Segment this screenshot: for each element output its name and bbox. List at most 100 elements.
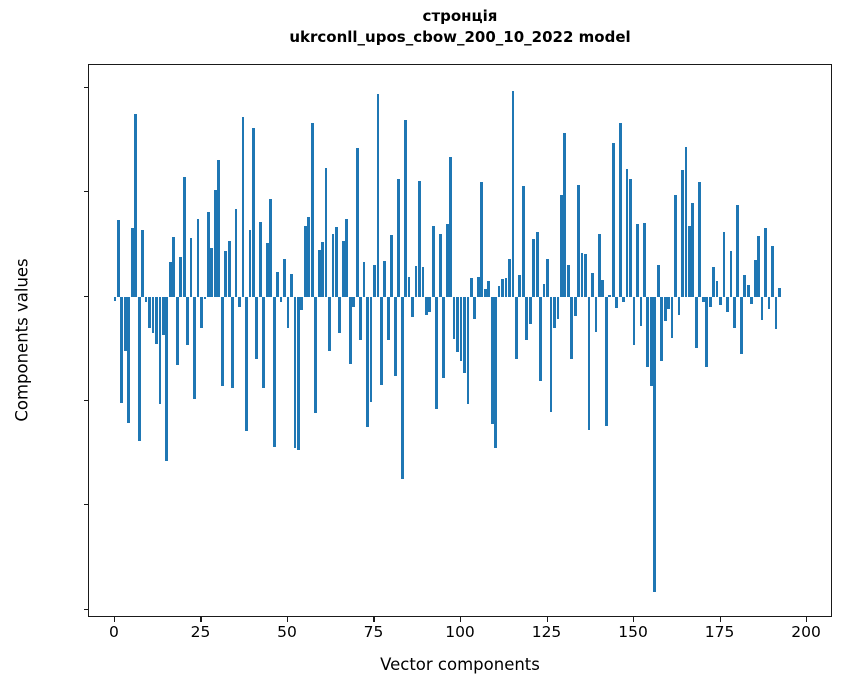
bar xyxy=(431,225,435,297)
bar xyxy=(771,245,774,297)
bar xyxy=(504,277,508,297)
x-tick-mark xyxy=(806,617,808,622)
bar xyxy=(573,296,577,317)
bar xyxy=(279,296,283,302)
bar xyxy=(300,296,304,311)
bar xyxy=(445,223,449,297)
bar xyxy=(556,296,560,319)
bar xyxy=(656,265,660,297)
bar xyxy=(117,220,120,297)
bar xyxy=(649,296,653,387)
bar xyxy=(577,184,581,297)
bar xyxy=(639,296,643,326)
x-tick-mark xyxy=(200,617,202,622)
bar xyxy=(767,296,771,310)
bar xyxy=(335,226,338,297)
bar xyxy=(729,250,733,297)
bar xyxy=(566,265,570,297)
bar xyxy=(442,296,446,378)
bar xyxy=(559,195,563,297)
bar xyxy=(653,296,657,592)
bar xyxy=(113,296,117,301)
chart-title-line1: стронція xyxy=(422,7,498,25)
bar xyxy=(210,247,214,297)
bar xyxy=(376,94,380,297)
bar xyxy=(743,274,747,297)
bar xyxy=(220,296,224,387)
bar xyxy=(739,296,743,354)
chart-title: стронція ukrconll_upos_cbow_200_10_2022 … xyxy=(88,6,832,48)
bar xyxy=(694,296,698,348)
bar xyxy=(553,296,556,328)
bar xyxy=(469,277,473,297)
bar xyxy=(528,296,532,324)
bar xyxy=(594,296,598,333)
bar xyxy=(314,296,318,414)
bar xyxy=(338,296,342,334)
bar xyxy=(127,296,131,423)
x-tick-mark xyxy=(633,617,635,622)
bar xyxy=(525,296,529,341)
bar xyxy=(698,181,702,297)
bar xyxy=(497,286,501,297)
bar xyxy=(667,296,670,310)
bar xyxy=(366,296,369,428)
bar xyxy=(373,265,376,297)
x-tick-label: 75 xyxy=(363,623,384,641)
x-tick-mark xyxy=(373,617,375,622)
bar xyxy=(732,296,736,328)
bar xyxy=(670,296,674,339)
bar xyxy=(200,296,203,328)
x-axis-ticks: 0 25 50 75 100 125 150 175 200 xyxy=(88,617,832,647)
y-tick-mark xyxy=(83,399,88,402)
bar xyxy=(321,242,324,297)
bar xyxy=(681,170,684,297)
bar xyxy=(452,296,456,340)
bar xyxy=(272,296,276,447)
bar xyxy=(663,296,667,321)
bar xyxy=(708,296,712,308)
bar xyxy=(438,234,442,297)
bar xyxy=(539,296,542,382)
y-axis-label: Components values xyxy=(12,258,32,422)
bar xyxy=(189,238,193,297)
bar xyxy=(428,296,432,313)
bar xyxy=(245,296,248,432)
bar xyxy=(269,198,273,297)
bar xyxy=(476,276,480,297)
bar xyxy=(608,294,612,297)
bar xyxy=(715,280,719,297)
bar xyxy=(362,262,366,297)
bar xyxy=(359,296,363,341)
bar xyxy=(265,243,269,297)
bar xyxy=(511,91,515,297)
bar xyxy=(601,279,605,297)
bar xyxy=(563,132,567,297)
bar xyxy=(120,296,124,404)
bar xyxy=(611,143,615,297)
bar xyxy=(753,260,757,297)
x-tick-mark xyxy=(719,617,721,622)
bar xyxy=(158,296,162,405)
y-tick-mark xyxy=(83,608,88,610)
bar xyxy=(380,296,383,386)
bar xyxy=(207,212,210,297)
bar xyxy=(618,123,622,297)
bar xyxy=(231,296,234,389)
bar xyxy=(757,236,760,297)
bar xyxy=(508,259,511,297)
bar xyxy=(182,176,186,297)
x-tick-label: 50 xyxy=(277,623,297,641)
bar xyxy=(542,284,546,297)
bar xyxy=(483,289,487,297)
bar xyxy=(352,296,356,308)
bar xyxy=(293,296,297,448)
bar xyxy=(348,296,352,365)
y-tick-mark xyxy=(83,86,88,89)
bar xyxy=(414,266,418,297)
bar xyxy=(760,296,764,320)
bar xyxy=(355,148,359,297)
bar xyxy=(324,168,328,297)
bar xyxy=(341,241,345,297)
bar xyxy=(456,296,459,352)
